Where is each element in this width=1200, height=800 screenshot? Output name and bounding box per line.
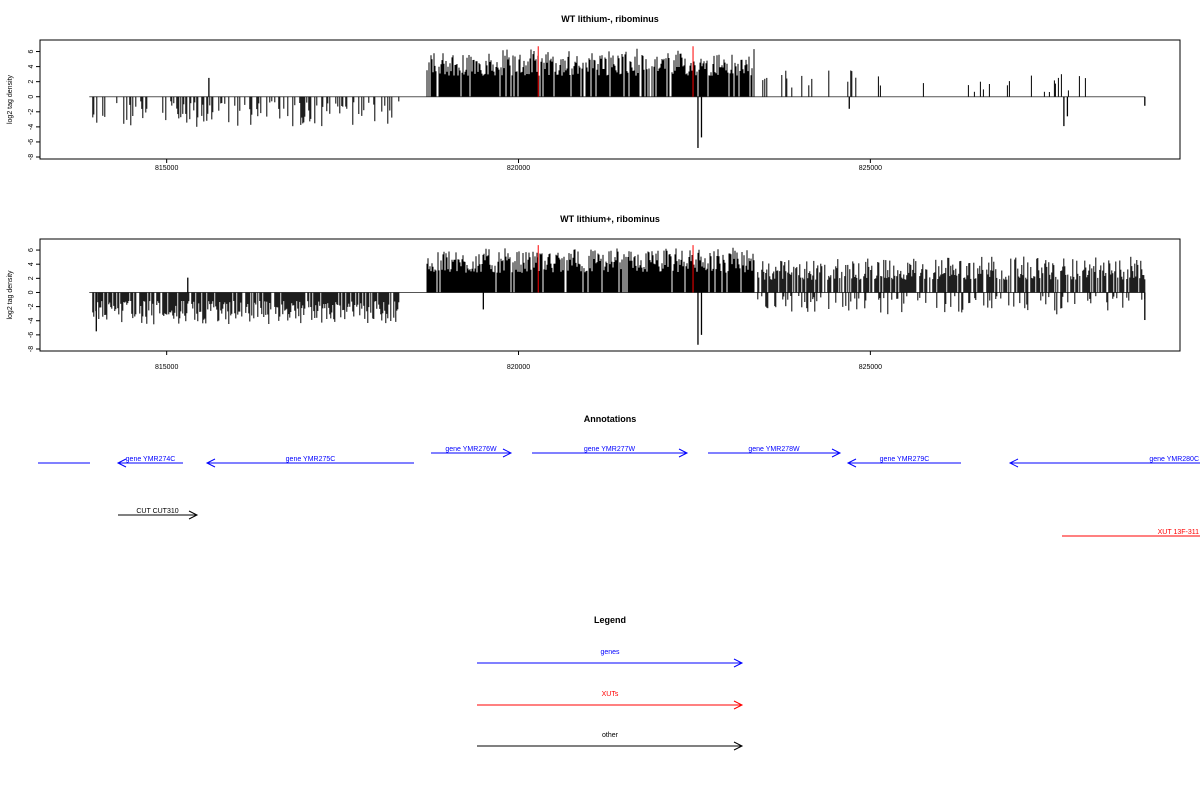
annotation-arrowhead bbox=[116, 458, 127, 468]
annotation-feature: gene YMR276W bbox=[431, 446, 513, 458]
y-tick-label--8: -8 bbox=[28, 346, 35, 352]
y-tick-label-2: 2 bbox=[28, 80, 35, 84]
annotation-label: gene YMR276W bbox=[445, 446, 497, 453]
y-axis-label: log2 tag density bbox=[7, 74, 14, 124]
annotation-label: gene YMR278W bbox=[748, 446, 800, 453]
annotation-feature: gene YMR275C bbox=[205, 456, 414, 468]
annotation-label: gene YMR277W bbox=[584, 446, 636, 453]
annotation-feature: XUT 13F-311 bbox=[1062, 529, 1200, 537]
annotation-arrowhead bbox=[188, 510, 199, 520]
annotation-arrowhead bbox=[831, 448, 842, 458]
plot-frame bbox=[39, 238, 1181, 352]
annotation-arrowhead bbox=[678, 448, 689, 458]
annotation-label: gene YMR280C bbox=[1149, 456, 1199, 463]
annotation-label: CUT CUT310 bbox=[136, 508, 178, 515]
legend-label: genes bbox=[600, 649, 620, 656]
annotation-arrowhead bbox=[1008, 458, 1019, 468]
y-tick-label-6: 6 bbox=[28, 49, 35, 53]
y-tick-label--4: -4 bbox=[28, 318, 35, 324]
coverage-bars bbox=[92, 245, 1146, 345]
legend-label: other bbox=[602, 732, 619, 739]
y-tick-label--8: -8 bbox=[28, 154, 35, 160]
coverage-panels: WT lithium-, ribominus log2 tag density 6 4… bbox=[7, 14, 1181, 371]
plot-frame bbox=[39, 39, 1181, 160]
annotation-feature: gene YMR274C bbox=[116, 456, 183, 468]
coverage-panel-1: WT lithium-, ribominus log2 tag density 6 4… bbox=[7, 14, 1181, 172]
legend: Legend genes XUTs other bbox=[477, 615, 744, 751]
annotation-arrowhead bbox=[205, 458, 216, 468]
annotation-feature: CUT CUT310 bbox=[118, 508, 199, 520]
y-tick-label--2: -2 bbox=[28, 109, 35, 115]
y-tick-label-2: 2 bbox=[28, 276, 35, 280]
x-tick-label-815000: 815000 bbox=[155, 364, 178, 371]
legend-arrowhead bbox=[733, 700, 744, 710]
x-tick-label-820000: 820000 bbox=[507, 165, 530, 172]
annotation-label: gene YMR275C bbox=[286, 456, 336, 463]
annotation-arrowhead bbox=[846, 458, 857, 468]
annotation-arrowhead bbox=[502, 448, 513, 458]
x-tick-label-820000: 820000 bbox=[507, 364, 530, 371]
y-tick-label--6: -6 bbox=[28, 139, 35, 145]
legend-item-0: genes bbox=[477, 649, 744, 668]
annotation-feature: gene YMR279C bbox=[846, 456, 961, 468]
y-tick-label-6: 6 bbox=[28, 248, 35, 252]
annotations-title: Annotations bbox=[584, 414, 637, 424]
annotation-feature: gene YMR278W bbox=[708, 446, 842, 458]
annotation-label: gene YMR279C bbox=[880, 456, 930, 463]
annotation-label: XUT 13F-311 bbox=[1158, 529, 1199, 536]
annotation-label: gene YMR274C bbox=[126, 456, 176, 463]
legend-label: XUTs bbox=[602, 691, 619, 698]
legend-arrowhead bbox=[733, 741, 744, 751]
legend-item-2: other bbox=[477, 732, 744, 751]
x-tick-label-825000: 825000 bbox=[859, 364, 882, 371]
annotations-track: Annotations gene YMR274C gene YMR275C gene … bbox=[38, 414, 1200, 537]
y-tick-label-0: 0 bbox=[28, 95, 35, 99]
coverage-bars bbox=[92, 46, 1146, 148]
legend-title: Legend bbox=[594, 615, 626, 625]
x-tick-label-825000: 825000 bbox=[859, 165, 882, 172]
legend-arrowhead bbox=[733, 658, 744, 668]
coverage-panel-2: WT lithium+, ribominus log2 tag density 6 4… bbox=[7, 214, 1181, 371]
annotation-feature: gene YMR277W bbox=[532, 446, 689, 458]
y-tick-label-4: 4 bbox=[28, 262, 35, 266]
panel-title: WT lithium+, ribominus bbox=[560, 214, 660, 224]
y-tick-label--6: -6 bbox=[28, 332, 35, 338]
y-tick-label-0: 0 bbox=[28, 290, 35, 294]
y-tick-label--4: -4 bbox=[28, 124, 35, 130]
y-axis-label: log2 tag density bbox=[7, 270, 14, 320]
annotation-feature: gene YMR280C bbox=[1008, 456, 1200, 468]
panel-title: WT lithium-, ribominus bbox=[561, 14, 659, 24]
legend-item-1: XUTs bbox=[477, 691, 744, 710]
x-tick-label-815000: 815000 bbox=[155, 165, 178, 172]
y-tick-label--2: -2 bbox=[28, 303, 35, 309]
y-tick-label-4: 4 bbox=[28, 65, 35, 69]
